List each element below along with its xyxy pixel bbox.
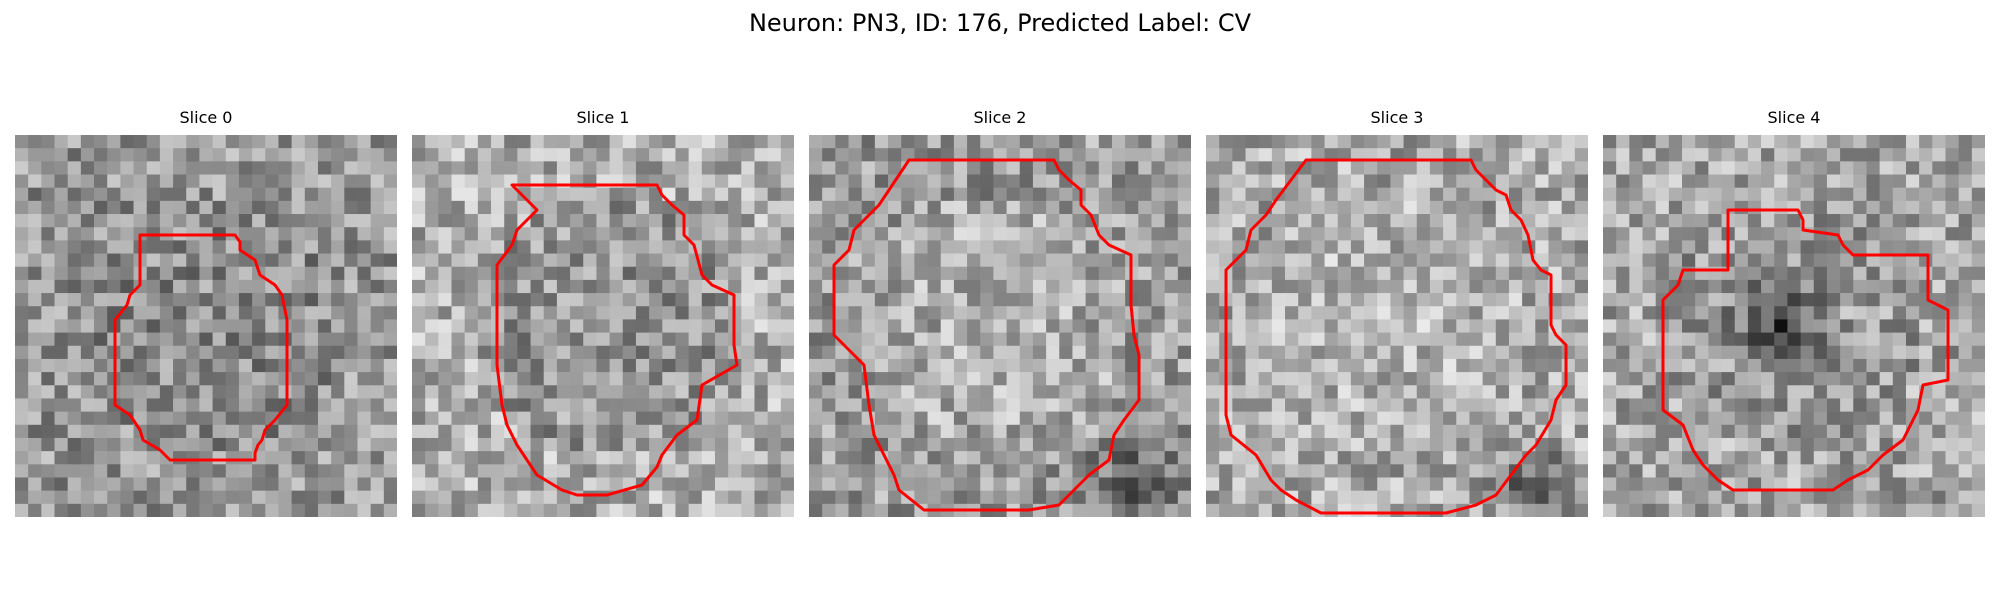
- slice-image: [15, 135, 397, 517]
- slice-panel-0: Slice 0: [15, 108, 397, 517]
- slice-image: [809, 135, 1191, 517]
- slice-pixels: [412, 135, 794, 517]
- slice-panel-1: Slice 1: [412, 108, 794, 517]
- slice-image: [1206, 135, 1588, 517]
- slice-panel-4: Slice 4: [1603, 108, 1985, 517]
- segmentation-contour: [113, 233, 289, 462]
- figure-title: Neuron: PN3, ID: 176, Predicted Label: C…: [748, 9, 1252, 37]
- slice-pixels: [1603, 135, 1985, 517]
- slice-title: Slice 3: [1370, 108, 1424, 127]
- slice-title: Slice 0: [179, 108, 233, 127]
- segmentation-contour: [1224, 158, 1568, 515]
- slice-pixels: [15, 135, 397, 517]
- slice-panel-2: Slice 2: [809, 108, 1191, 517]
- slice-title: Slice 4: [1767, 108, 1821, 127]
- slice-image: [1603, 135, 1985, 517]
- slice-pixels: [1206, 135, 1588, 517]
- segmentation-contour: [832, 158, 1141, 512]
- slice-image: [412, 135, 794, 517]
- slice-title: Slice 2: [973, 108, 1027, 127]
- segmentation-contour: [495, 183, 739, 497]
- segmentation-contour: [1661, 208, 1950, 492]
- slice-panel-3: Slice 3: [1206, 108, 1588, 517]
- slice-title: Slice 1: [576, 108, 630, 127]
